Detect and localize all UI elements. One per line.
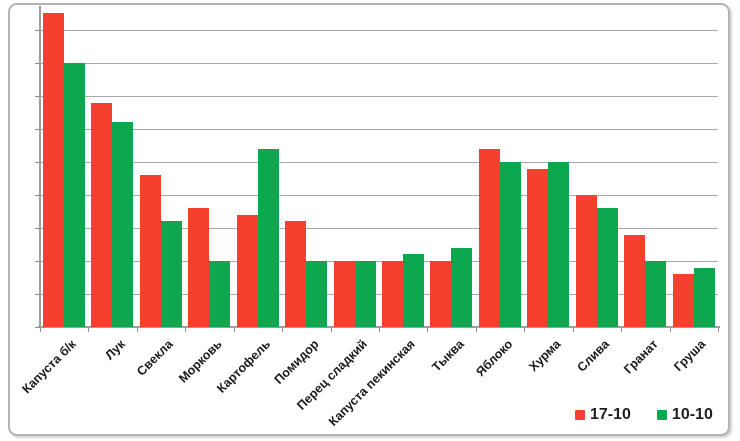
x-axis-line xyxy=(38,326,720,328)
bar-10-10 xyxy=(499,162,521,327)
x-axis-tick xyxy=(282,328,284,332)
x-axis-tick xyxy=(40,328,41,332)
bar-17-10 xyxy=(527,169,549,327)
bar-10-10 xyxy=(160,221,182,327)
gridline xyxy=(40,162,718,163)
y-axis-tick xyxy=(35,63,40,64)
x-axis-label: Помидор xyxy=(271,337,322,387)
x-axis-label: Груша xyxy=(671,337,709,375)
y-axis-tick xyxy=(35,228,40,229)
x-axis-tick xyxy=(621,328,623,332)
y-axis-tick xyxy=(35,327,40,328)
legend-item-17-10: 17-10 xyxy=(575,406,631,424)
bar-10-10 xyxy=(596,208,618,327)
bar-17-10 xyxy=(188,208,210,327)
legend-swatch-red xyxy=(575,410,585,420)
bar-17-10 xyxy=(672,274,694,327)
bar-17-10 xyxy=(285,221,307,327)
bar-17-10 xyxy=(624,235,646,327)
x-axis-tick xyxy=(718,328,719,332)
x-axis-label: Хурма xyxy=(526,337,564,375)
x-axis-label: Капуста б/к xyxy=(19,337,80,397)
x-axis-label: Морковь xyxy=(175,337,225,386)
bar-17-10 xyxy=(575,195,597,327)
x-axis-tick xyxy=(524,328,526,332)
x-axis-tick xyxy=(88,328,90,332)
gridline xyxy=(40,129,718,130)
bar-10-10 xyxy=(548,162,570,327)
x-axis-label: Тыква xyxy=(429,337,467,375)
y-axis-tick xyxy=(35,96,40,97)
gridline xyxy=(40,195,718,196)
bar-10-10 xyxy=(306,261,328,327)
bar-10-10 xyxy=(354,261,376,327)
bar-17-10 xyxy=(382,261,403,327)
x-axis-label: Капуста пекинская xyxy=(326,337,419,429)
x-axis-tick xyxy=(330,328,332,332)
y-axis-tick xyxy=(35,162,40,163)
legend-label-10-10: 10-10 xyxy=(671,406,713,423)
gridline xyxy=(40,294,718,295)
gridline xyxy=(40,96,718,97)
bar-10-10 xyxy=(209,261,231,327)
bar-10-10 xyxy=(645,261,667,327)
y-axis-tick xyxy=(35,261,40,262)
y-axis-tick xyxy=(35,30,40,31)
bar-17-10 xyxy=(91,103,113,327)
y-axis-tick xyxy=(35,294,40,295)
bar-17-10 xyxy=(333,261,355,327)
x-axis-label: Слива xyxy=(574,337,612,375)
bar-10-10 xyxy=(403,254,424,327)
legend-swatch-green xyxy=(656,410,667,420)
bar-17-10 xyxy=(430,261,452,327)
bar-17-10 xyxy=(236,215,258,327)
legend-label-17-10: 17-10 xyxy=(590,406,631,423)
gridline xyxy=(40,228,718,229)
gridline xyxy=(40,63,718,64)
bar-10-10 xyxy=(693,268,715,327)
bar-17-10 xyxy=(478,149,500,327)
y-axis-tick xyxy=(35,129,40,130)
bar-17-10 xyxy=(139,175,161,327)
x-axis-label: Свекла xyxy=(134,337,177,379)
x-axis-tick xyxy=(475,328,477,332)
bar-10-10 xyxy=(451,248,473,327)
y-axis-tick xyxy=(35,195,40,196)
x-axis-tick xyxy=(185,328,187,332)
bar-10-10 xyxy=(257,149,279,327)
x-axis-tick xyxy=(669,328,671,332)
x-axis-tick xyxy=(427,328,429,332)
gridline xyxy=(40,261,718,262)
y-axis-line xyxy=(39,6,41,328)
gridline xyxy=(40,30,718,31)
bar-10-10 xyxy=(112,122,134,327)
chart-legend: 17-10 10-10 xyxy=(575,406,713,424)
legend-item-10-10: 10-10 xyxy=(656,406,713,424)
x-axis-label: Лук xyxy=(102,337,128,363)
bar-10-10 xyxy=(64,63,85,327)
x-axis-tick xyxy=(233,328,235,332)
x-axis-tick xyxy=(136,328,138,332)
bar-17-10 xyxy=(43,13,64,327)
x-axis-tick xyxy=(572,328,574,332)
x-axis-tick xyxy=(379,328,380,332)
x-axis-label: Яблоко xyxy=(472,337,516,380)
x-axis-label: Гранат xyxy=(620,337,661,377)
